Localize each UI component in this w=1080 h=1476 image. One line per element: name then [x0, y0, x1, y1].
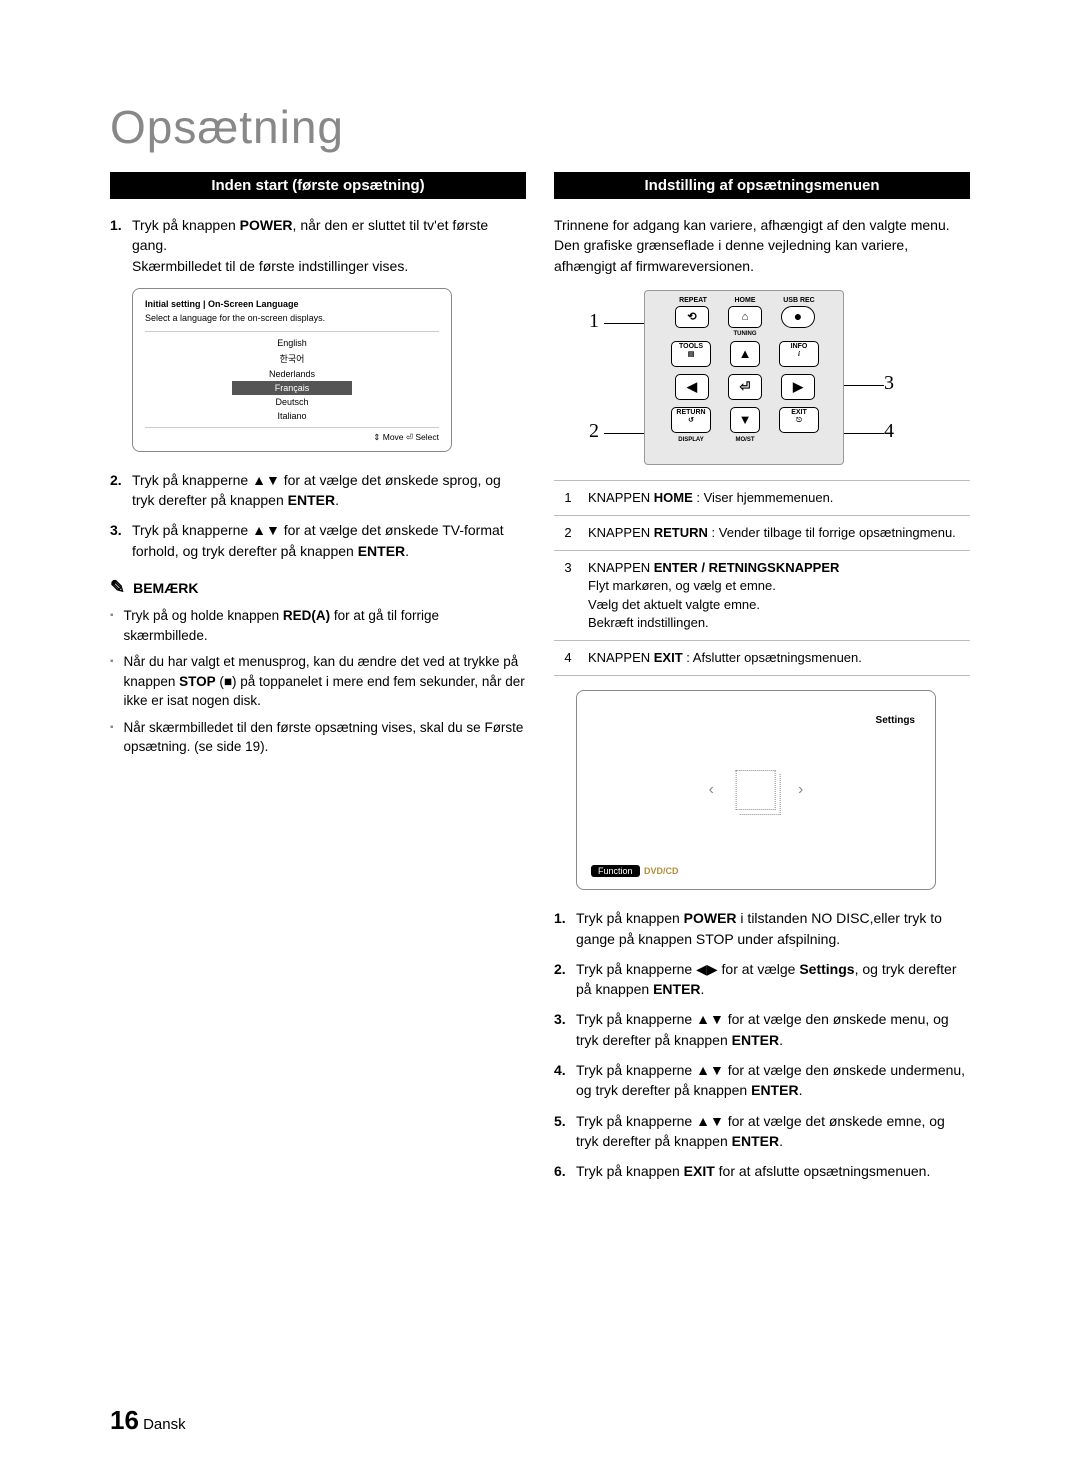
left-step-2: Tryk på knapperne ▲▼ for at vælge det øn… — [132, 470, 526, 511]
left-steps-1: Tryk på knappen POWER, når den er slutte… — [110, 215, 526, 276]
left-heading: Inden start (første opsætning) — [110, 172, 526, 199]
legend-3: KNAPPEN ENTER / RETNINGSKNAPPERFlyt mark… — [582, 551, 970, 641]
note-3: Når skærmbilledet til den første opsætni… — [124, 718, 526, 757]
note-2: Når du har valgt et menusprog, kan du æn… — [124, 652, 526, 711]
notes-list: Tryk på og holde knappen RED(A) for at g… — [110, 606, 526, 757]
note-icon: ✎ — [110, 577, 125, 598]
lang-bottom: ⇕ Move ⏎ Select — [145, 428, 439, 443]
lang-item: Italiano — [232, 409, 352, 423]
callout-3: 3 — [884, 372, 894, 395]
callout-4: 4 — [884, 420, 894, 443]
right-column: Indstilling af opsætningsmenuen Trinnene… — [554, 172, 970, 1191]
label-repeat: REPEAT — [673, 297, 713, 304]
footer-lang: Dansk — [143, 1416, 186, 1433]
chevron-left-icon: ‹ — [709, 781, 714, 799]
up-button: ▲ — [730, 341, 760, 367]
right-step-5: Tryk på knapperne ▲▼ for at vælge det øn… — [576, 1111, 970, 1152]
home-button: ⌂ — [728, 306, 762, 328]
down-button: ▼ — [730, 407, 760, 433]
right-step-4: Tryk på knapperne ▲▼ for at vælge den øn… — [576, 1060, 970, 1101]
lang-item: 한국어 — [232, 350, 352, 367]
right-intro: Trinnene for adgang kan variere, afhængi… — [554, 215, 970, 276]
left-steps-2: Tryk på knapperne ▲▼ for at vælge det øn… — [110, 470, 526, 561]
screen-cube-icon — [736, 770, 776, 810]
exit-button: EXIT⎋ — [779, 407, 819, 433]
right-steps: Tryk på knappen POWER i tilstanden NO DI… — [554, 908, 970, 1181]
callout-2: 2 — [589, 420, 599, 443]
page-title: Opsætning — [110, 100, 970, 154]
label-usbrec: USB REC — [777, 297, 821, 304]
language-screenshot: Initial setting | On-Screen Language Sel… — [132, 288, 452, 452]
lang-item: Deutsch — [232, 395, 352, 409]
left-step-3: Tryk på knapperne ▲▼ for at vælge det øn… — [132, 520, 526, 561]
right-button: ▶ — [781, 374, 815, 400]
page-number: 16 — [110, 1405, 139, 1435]
right-heading: Indstilling af opsætningsmenuen — [554, 172, 970, 199]
label-tuning: TUNING — [723, 331, 767, 337]
lang-list: English한국어NederlandsFrançaisDeutschItali… — [145, 331, 439, 428]
left-step-1: Tryk på knappen POWER, når den er slutte… — [132, 215, 526, 276]
lang-subtitle: Select a language for the on-screen disp… — [145, 313, 439, 323]
label-home: HOME — [725, 297, 765, 304]
function-pill: Function — [591, 865, 640, 877]
left-button: ◀ — [675, 374, 709, 400]
info-button: INFOi — [779, 341, 819, 367]
chevron-right-icon: › — [798, 781, 803, 799]
legend-table: 1KNAPPEN HOME : Viser hjemmemenuen. 2KNA… — [554, 480, 970, 676]
label-most: MO/ST — [723, 437, 767, 443]
callout-1: 1 — [589, 310, 599, 333]
note-heading: ✎ BEMÆRK — [110, 577, 526, 598]
label-display: DISPLAY — [669, 437, 713, 443]
lang-item: Nederlands — [232, 367, 352, 381]
note-label: BEMÆRK — [133, 580, 198, 596]
legend-1: KNAPPEN HOME : Viser hjemmemenuen. — [582, 480, 970, 515]
remote-diagram: 1 2 3 4 REPEAT HOME USB REC ⟲ ⌂ ● TUNING… — [554, 290, 970, 470]
right-step-1: Tryk på knappen POWER i tilstanden NO DI… — [576, 908, 970, 949]
left-column: Inden start (første opsætning) Tryk på k… — [110, 172, 526, 1191]
tools-button: TOOLS▤ — [671, 341, 711, 367]
screen-title: Settings — [876, 715, 915, 726]
right-step-2: Tryk på knapperne ◀▶ for at vælge Settin… — [576, 959, 970, 1000]
lang-item: Français — [232, 381, 352, 395]
right-step-6: Tryk på knappen EXIT for at afslutte ops… — [576, 1161, 970, 1181]
screen-mode: DVD/CD — [644, 866, 679, 876]
right-step-3: Tryk på knapperne ▲▼ for at vælge den øn… — [576, 1009, 970, 1050]
enter-button: ⏎ — [728, 374, 762, 400]
settings-screenshot: Settings ‹ › Function DVD/CD — [576, 690, 936, 890]
page-footer: 16 Dansk — [110, 1405, 186, 1436]
lang-item: English — [232, 336, 352, 350]
return-button: RETURN↺ — [671, 407, 711, 433]
legend-4: KNAPPEN EXIT : Afslutter opsætningsmenue… — [582, 641, 970, 676]
note-1: Tryk på og holde knappen RED(A) for at g… — [124, 606, 526, 645]
legend-2: KNAPPEN RETURN : Vender tilbage til forr… — [582, 516, 970, 551]
lang-title: Initial setting | On-Screen Language — [145, 299, 439, 309]
